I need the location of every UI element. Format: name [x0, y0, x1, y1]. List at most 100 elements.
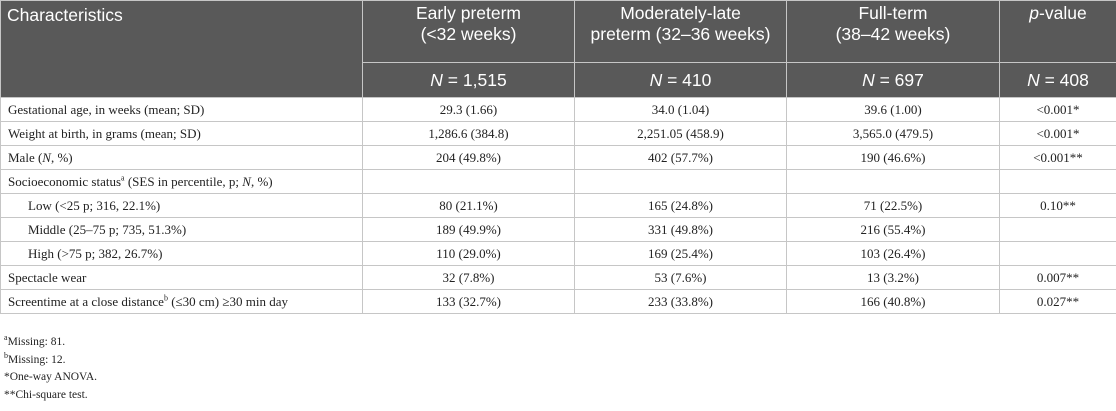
cell-p-value: 0.027** — [999, 289, 1116, 314]
header-characteristics: Characteristics — [0, 0, 363, 98]
label-text: Socioeconomic status — [8, 173, 122, 189]
label-italic: N — [42, 149, 51, 165]
row-label: Low (<25 p; 316, 22.1%) — [0, 193, 363, 218]
cell-moderate: 53 (7.6%) — [574, 265, 787, 290]
footnote-text: **Chi-square test. — [4, 388, 88, 401]
n-value: = 408 — [1039, 69, 1089, 90]
table-row: Screentime at a close distanceb (≤30 cm)… — [0, 289, 1116, 314]
cell-early: 133 (32.7%) — [362, 289, 575, 314]
cell-moderate: 233 (33.8%) — [574, 289, 787, 314]
label-text: , %) — [50, 149, 73, 165]
row-label: Weight at birth, in grams (mean; SD) — [0, 121, 363, 146]
cell-early: 80 (21.1%) — [362, 193, 575, 218]
header-full-line2: (38–42 weeks) — [835, 24, 951, 44]
cell-moderate: 34.0 (1.04) — [574, 97, 787, 122]
table-row: Weight at birth, in grams (mean; SD) 1,2… — [0, 121, 1116, 146]
cell-full: 166 (40.8%) — [786, 289, 1000, 314]
cell-early: 32 (7.8%) — [362, 265, 575, 290]
footnote-a: aMissing: 81. — [4, 334, 97, 352]
cell-full — [786, 169, 1000, 194]
cell-full: 103 (26.4%) — [786, 241, 1000, 266]
cell-early: 1,286.6 (384.8) — [362, 121, 575, 146]
label-text: (≤30 cm) ≥30 min day — [167, 293, 288, 309]
n-full-term: N = 697 — [786, 62, 1000, 98]
header-early-preterm: Early preterm (<32 weeks) — [362, 0, 575, 63]
cell-p-value — [999, 169, 1116, 194]
row-label: Male (N, %) — [0, 145, 363, 170]
table-row: High (>75 p; 382, 26.7%) 110 (29.0%) 169… — [0, 241, 1116, 266]
table-row: Middle (25–75 p; 735, 51.3%) 189 (49.9%)… — [0, 217, 1116, 242]
header-full-term: Full-term (38–42 weeks) — [786, 0, 1000, 63]
cell-moderate: 169 (25.4%) — [574, 241, 787, 266]
cell-full: 216 (55.4%) — [786, 217, 1000, 242]
n-value: = 410 — [662, 69, 712, 90]
footnote-b: bMissing: 12. — [4, 350, 97, 370]
cell-full: 71 (22.5%) — [786, 193, 1000, 218]
table-row: Male (N, %) 204 (49.8%) 402 (57.7%) 190 … — [0, 145, 1116, 170]
cell-full: 190 (46.6%) — [786, 145, 1000, 170]
row-label: High (>75 p; 382, 26.7%) — [0, 241, 363, 266]
cell-early: 110 (29.0%) — [362, 241, 575, 266]
n-label: N — [430, 69, 443, 90]
footnote-marker: b — [163, 293, 168, 303]
cell-full: 13 (3.2%) — [786, 265, 1000, 290]
header-n-row: N = 1,515 N = 410 N = 697 N = 408 — [1, 62, 1116, 98]
table-row: Low (<25 p; 316, 22.1%) 80 (21.1%) 165 (… — [0, 193, 1116, 218]
label-text: , %) — [250, 173, 273, 189]
table-row: Spectacle wear 32 (7.8%) 53 (7.6%) 13 (3… — [0, 265, 1116, 290]
footnote-chi-square: **Chi-square test. — [4, 387, 97, 405]
header-early-line1: Early preterm — [415, 3, 522, 23]
footnote-text: Missing: 12. — [8, 353, 66, 366]
cell-moderate: 165 (24.8%) — [574, 193, 787, 218]
header-early-line2: (<32 weeks) — [420, 24, 517, 44]
n-value: = 1,515 — [442, 69, 507, 90]
header-full-line1: Full-term — [858, 3, 928, 23]
header-p-italic: p — [1029, 3, 1040, 23]
cell-p-value: <0.001** — [999, 145, 1116, 170]
label-italic: N — [242, 173, 251, 189]
row-label: Spectacle wear — [0, 265, 363, 290]
cell-moderate — [574, 169, 787, 194]
cell-p-value: <0.001* — [999, 121, 1116, 146]
cell-p-value: 0.10** — [999, 193, 1116, 218]
cell-p-value — [999, 241, 1116, 266]
header-row: Characteristics Early preterm (<32 weeks… — [0, 0, 1116, 98]
footnote-anova: *One-way ANOVA. — [4, 369, 97, 387]
footnote-marker: b — [4, 350, 8, 360]
row-label: Socioeconomic statusa (SES in percentile… — [0, 169, 363, 194]
header-moderately-late-preterm: Moderately-late preterm (32–36 weeks) — [574, 0, 787, 63]
label-text: Male ( — [8, 149, 43, 165]
cell-p-value: <0.001* — [999, 97, 1116, 122]
n-p-value: N = 408 — [999, 62, 1116, 98]
n-label: N — [1027, 69, 1040, 90]
label-text: (SES in percentile, p; — [124, 173, 243, 189]
cell-early — [362, 169, 575, 194]
cell-full: 3,565.0 (479.5) — [786, 121, 1000, 146]
cell-full: 39.6 (1.00) — [786, 97, 1000, 122]
row-label: Gestational age, in weeks (mean; SD) — [0, 97, 363, 122]
row-label: Screentime at a close distanceb (≤30 cm)… — [0, 289, 363, 314]
label-text: Screentime at a close distance — [8, 293, 164, 309]
footnote-text: Missing: 81. — [7, 336, 66, 348]
n-moderately-late: N = 410 — [574, 62, 787, 98]
cell-early: 29.3 (1.66) — [362, 97, 575, 122]
cell-p-value — [999, 217, 1116, 242]
footnote-text: *One-way ANOVA. — [4, 371, 98, 383]
table-footnotes: aMissing: 81. bMissing: 12. *One-way ANO… — [4, 334, 97, 404]
cell-early: 189 (49.9%) — [362, 217, 575, 242]
n-label: N — [862, 69, 875, 90]
n-early-preterm: N = 1,515 — [362, 62, 575, 98]
cell-early: 204 (49.8%) — [362, 145, 575, 170]
footnote-marker: a — [121, 173, 125, 183]
footnote-marker: a — [4, 333, 8, 343]
n-label: N — [649, 69, 663, 90]
cell-p-value: 0.007** — [999, 265, 1116, 290]
table-row: Socioeconomic statusa (SES in percentile… — [0, 169, 1116, 194]
table-header: Characteristics Early preterm (<32 weeks… — [0, 0, 1116, 98]
table-row: Gestational age, in weeks (mean; SD) 29.… — [0, 97, 1116, 122]
header-moderate-line2: preterm (32–36 weeks) — [590, 24, 771, 44]
cell-moderate: 402 (57.7%) — [574, 145, 787, 170]
header-moderate-line1: Moderately-late — [620, 3, 741, 23]
header-p-value: p-value — [999, 0, 1116, 63]
cell-moderate: 331 (49.8%) — [574, 217, 787, 242]
